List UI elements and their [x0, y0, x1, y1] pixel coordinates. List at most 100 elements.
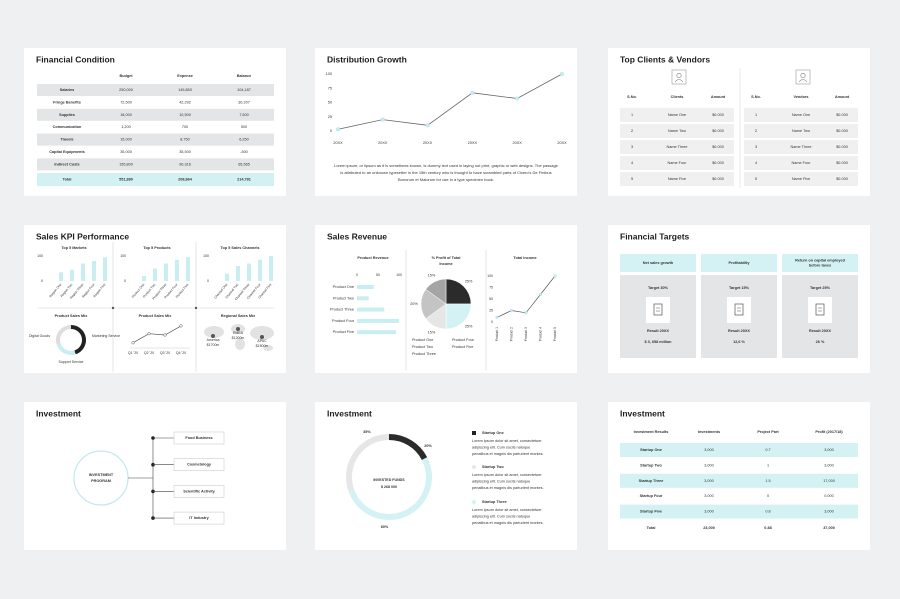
icon-box [808, 297, 832, 323]
bar [164, 263, 168, 281]
target-label: Target 25% [810, 286, 831, 290]
segment-label: 60% [381, 525, 389, 529]
row-background [620, 172, 734, 186]
pie-slice [445, 303, 472, 330]
row-background [620, 108, 734, 122]
y-tick-label: 100 [120, 254, 126, 258]
column-header: Vendors [794, 95, 809, 99]
donut-segment [70, 325, 86, 355]
map-pin [211, 334, 215, 338]
x-tick-label: 20XX [468, 141, 478, 145]
chart-title: Top 5 Markets [61, 246, 86, 250]
bar [247, 263, 251, 281]
y-tick-label: 25 [328, 115, 332, 119]
table-cell: Capital Equipments [49, 150, 84, 154]
table-cell: $0.000 [712, 145, 724, 149]
table-cell: Startup Four [640, 494, 663, 498]
donut-segment [388, 434, 428, 461]
icon [676, 73, 682, 79]
slide-title: Investment [620, 408, 665, 418]
donut-segment [348, 457, 432, 520]
point [524, 311, 528, 315]
total-cell: Total [647, 526, 656, 530]
map-pin [260, 335, 264, 339]
bar [357, 285, 374, 289]
y-tick-label: 75 [489, 285, 493, 289]
row-background [744, 124, 858, 138]
table-cell: 0 [767, 494, 769, 498]
map-shape [263, 345, 273, 351]
slice-label: 15% [428, 331, 436, 335]
table-cell: -500 [240, 150, 248, 154]
legend-label: Product Two [412, 345, 433, 349]
legend-label: Marketing Service [92, 334, 120, 338]
total-row-background [37, 173, 274, 186]
pie-slice [425, 278, 447, 305]
table-cell: 1.5 [765, 479, 770, 483]
row-background [620, 504, 858, 519]
startup-text: penatibus et magnis dis parturient monte… [472, 486, 544, 490]
table-cell: 30,207 [238, 100, 250, 104]
table-cell: 3 [631, 145, 633, 149]
table-cell: Startup Five [640, 510, 662, 514]
pie-slice [445, 278, 472, 305]
slide-title: Sales Revenue [327, 231, 387, 241]
table-cell: Name Three [790, 145, 811, 149]
x-tick-label: Q4 '20 [176, 351, 186, 355]
target-header: Return on capital employed [795, 259, 845, 263]
startup-name: Startup Three [482, 500, 507, 504]
row-background [744, 108, 858, 122]
column-header: S.No. [627, 95, 637, 99]
table-cell: 1,200 [121, 125, 131, 129]
table-cell: 35,500 [179, 150, 191, 154]
program-label: PROGRAM [91, 479, 111, 483]
bar [269, 256, 273, 281]
x-tick-label: Product 3 [524, 327, 528, 341]
chart-title: Product Revenue [357, 256, 388, 260]
column-header: Balance [237, 74, 252, 78]
table-cell: Indirect Costs [54, 162, 79, 166]
table-cell: 145,853 [178, 88, 192, 92]
y-tick-label: 25 [489, 308, 493, 312]
column-header: S.No. [751, 95, 761, 99]
point [163, 333, 167, 337]
branch-label: Scientific Activity [183, 489, 215, 493]
legend-label: Digital Goods [29, 334, 50, 338]
row-background [620, 443, 858, 457]
table-cell: 0.7 [765, 448, 770, 452]
icon-box [727, 297, 751, 323]
bar [357, 318, 399, 323]
column-header: Investment Results [634, 430, 669, 434]
x-tick-label: Product 5 [553, 327, 557, 341]
slide-card [24, 48, 286, 196]
row-background [744, 140, 858, 154]
table-cell: 3 [755, 145, 757, 149]
total-cell: 23,000 [703, 526, 715, 530]
startup-name: Startup Two [482, 465, 504, 469]
bar [142, 276, 146, 281]
bar [186, 257, 190, 281]
table-cell: $0.000 [712, 113, 724, 117]
region-value: $1700m [207, 343, 220, 347]
category-label: Product One [333, 285, 354, 289]
y-tick-label: 50 [328, 101, 332, 105]
table-cell: 3,000 [704, 510, 714, 514]
table-cell: $0.000 [836, 177, 848, 181]
table-cell: Name Four [668, 161, 688, 165]
table-cell: 90,316 [179, 162, 191, 166]
region-value: $1500m [256, 344, 269, 348]
legend-label: Support Service [59, 360, 84, 364]
slide-card [315, 402, 577, 550]
header-box [701, 254, 777, 272]
target-header: Net sales growth [643, 261, 674, 265]
program-label: INVESTMENT [89, 473, 114, 477]
total-cell: Total [63, 178, 72, 182]
table-cell: Travels [60, 138, 73, 142]
donut-segment [56, 343, 76, 355]
slide-title: Distribution Growth [327, 54, 407, 64]
icon [815, 303, 825, 316]
slice-label: 15% [428, 273, 436, 277]
legend-marker [472, 465, 476, 469]
table-cell: 500 [241, 125, 247, 129]
line [132, 325, 182, 344]
